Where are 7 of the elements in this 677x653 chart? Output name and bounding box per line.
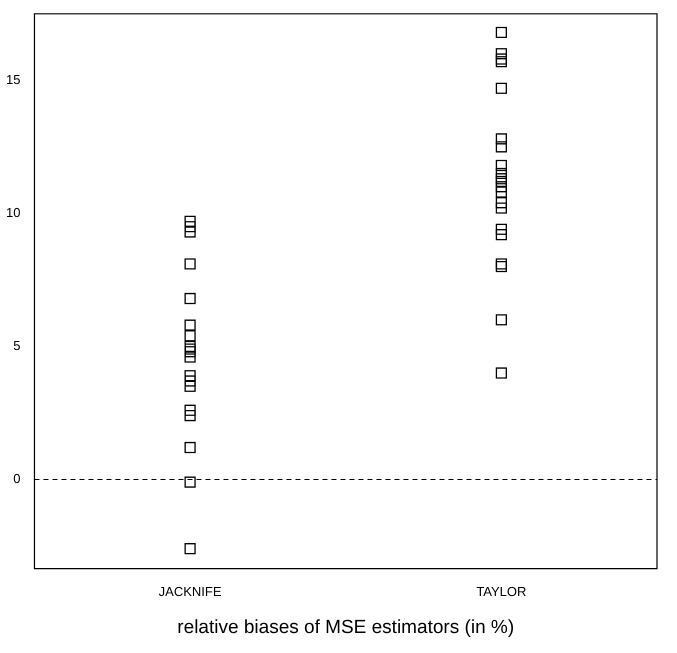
y-tick-label: 5 (13, 338, 20, 353)
x-tick-label: JACKNIFE (158, 584, 222, 599)
y-tick-label: 0 (13, 471, 20, 486)
y-tick-label: 10 (6, 204, 20, 220)
x-axis-title: relative biases of MSE estimators (in %) (177, 616, 514, 638)
y-tick-label: 15 (6, 72, 20, 87)
x-tick-label: TAYLOR (476, 584, 526, 599)
